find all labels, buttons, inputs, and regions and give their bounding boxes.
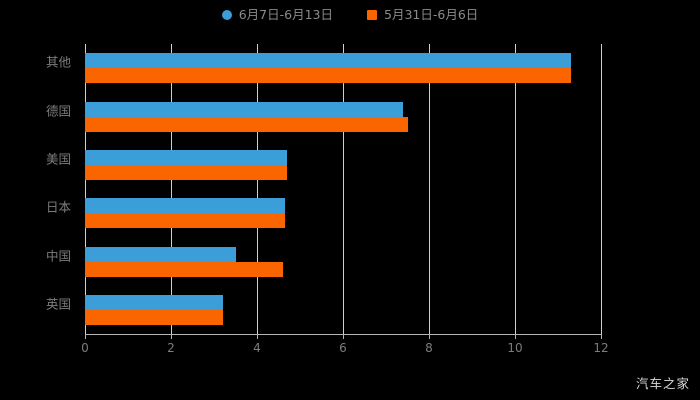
x-axis-tick-mark xyxy=(601,334,602,339)
bar[interactable] xyxy=(85,294,223,310)
bar[interactable] xyxy=(85,198,285,214)
legend-marker-square-icon xyxy=(367,10,377,20)
gridline xyxy=(85,44,86,334)
bar[interactable] xyxy=(85,261,283,277)
gridline xyxy=(515,44,516,334)
bar[interactable] xyxy=(85,101,404,117)
legend-label-series-0: 6月7日-6月13日 xyxy=(238,6,333,22)
y-axis-category-label: 德国 xyxy=(45,103,71,118)
gridline xyxy=(601,44,602,334)
bar[interactable] xyxy=(85,164,288,180)
x-axis-tick-label: 8 xyxy=(425,341,433,355)
x-axis-tick-mark xyxy=(429,334,430,339)
y-axis-category-label: 中国 xyxy=(45,248,71,263)
bar[interactable] xyxy=(85,246,236,262)
x-axis-tick-mark xyxy=(171,334,172,339)
x-axis-tick-label: 6 xyxy=(339,341,347,355)
y-axis-category-label: 美国 xyxy=(45,151,71,167)
legend-item-series-0[interactable]: 6月7日-6月13日 xyxy=(221,6,333,22)
gridline xyxy=(257,44,258,334)
bar-group: 英国 xyxy=(46,294,601,325)
x-axis-tick-label: 0 xyxy=(81,341,89,355)
x-axis-tick-mark xyxy=(257,334,258,339)
watermark: 汽车之家 xyxy=(635,376,690,391)
chart-legend: 6月7日-6月13日 5月31日-6月6日 xyxy=(0,4,700,26)
bar[interactable] xyxy=(85,213,285,229)
x-axis-tick-label: 2 xyxy=(167,341,175,355)
x-axis-tick-label: 4 xyxy=(253,341,261,355)
bar-group: 其他 xyxy=(46,53,601,84)
x-axis-tick-label: 10 xyxy=(507,341,523,355)
bar[interactable] xyxy=(85,309,223,325)
x-axis-tick-mark xyxy=(343,334,344,339)
bar[interactable] xyxy=(85,116,408,132)
bar[interactable] xyxy=(85,53,571,69)
x-axis-tick-mark xyxy=(85,334,86,339)
bar-group: 日本 xyxy=(46,198,601,229)
legend-label-series-1: 5月31日-6月6日 xyxy=(384,6,479,22)
x-axis-tick-mark xyxy=(515,334,516,339)
gridline xyxy=(343,44,344,334)
x-axis-tick-label: 12 xyxy=(593,341,609,355)
plot-area: 其他德国美国日本中国英国 xyxy=(46,44,602,334)
bar[interactable] xyxy=(85,68,571,84)
gridline xyxy=(429,44,430,334)
legend-marker-circle-icon xyxy=(221,10,232,20)
gridline xyxy=(171,44,172,334)
y-axis-category-label: 其他 xyxy=(45,54,71,70)
bar-group: 德国 xyxy=(46,101,601,132)
y-axis-category-label: 日本 xyxy=(45,199,71,215)
bar[interactable] xyxy=(85,149,288,165)
legend-item-series-1[interactable]: 5月31日-6月6日 xyxy=(367,6,479,22)
bar-group: 美国 xyxy=(46,149,601,180)
bar-group: 中国 xyxy=(46,246,601,277)
y-axis-category-label: 英国 xyxy=(45,296,71,312)
